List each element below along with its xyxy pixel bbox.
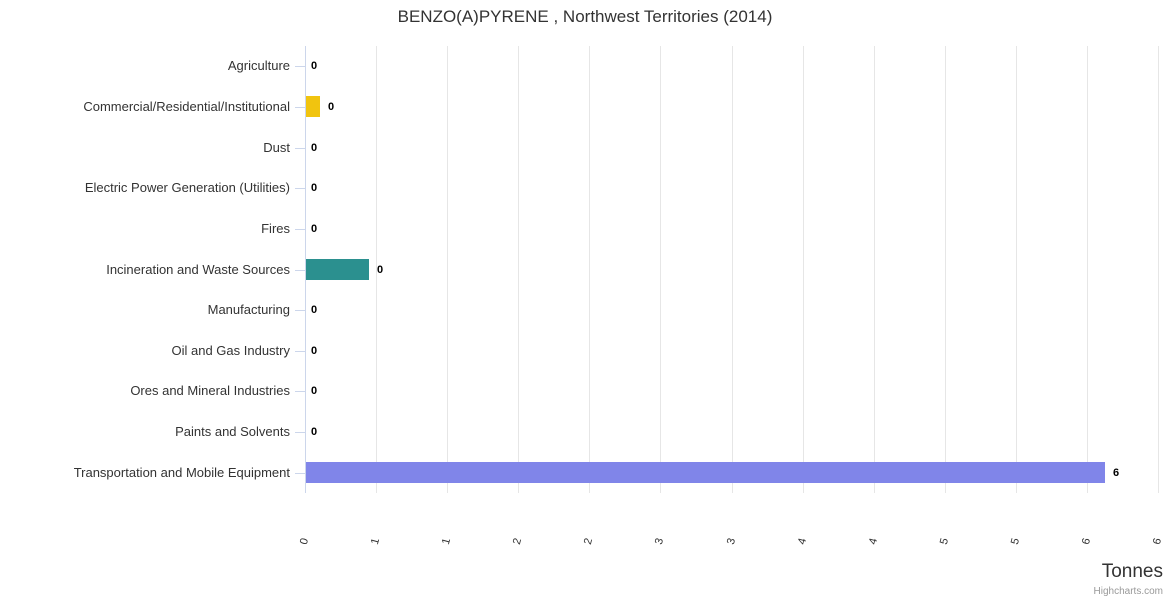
category-tick: [295, 270, 305, 271]
category-label: Manufacturing: [207, 302, 290, 318]
data-label: 0: [311, 426, 318, 439]
category-tick: [295, 473, 305, 474]
gridline: [1158, 46, 1159, 493]
x-tick-label: 6: [1079, 536, 1094, 546]
category-tick: [295, 310, 305, 311]
category-tick: [295, 351, 305, 352]
gridline: [518, 46, 520, 493]
y-axis-line: [305, 46, 306, 493]
category-tick: [295, 432, 305, 433]
highcharts-credit-link[interactable]: Highcharts.com: [1093, 586, 1163, 597]
x-tick-label: 6: [1150, 536, 1165, 546]
data-label: 0: [311, 141, 318, 154]
x-tick-label: 3: [653, 536, 667, 546]
data-label: 0: [377, 263, 384, 276]
category-label: Incineration and Waste Sources: [106, 261, 290, 277]
category-label: Electric Power Generation (Utilities): [84, 180, 290, 196]
x-tick-label: 1: [369, 536, 383, 546]
category-tick: [295, 148, 305, 149]
gridline: [731, 46, 733, 493]
data-label: 0: [311, 385, 318, 398]
x-tick-label: 2: [511, 536, 525, 546]
chart-title: BENZO(A)PYRENE , Northwest Territories (…: [397, 7, 773, 26]
gridline: [447, 46, 449, 493]
gridline: [376, 46, 378, 493]
category-label: Fires: [261, 220, 290, 236]
bar[interactable]: [306, 259, 369, 280]
gridline: [660, 46, 662, 493]
x-tick-label: 5: [1008, 536, 1022, 546]
x-tick-label: 2: [582, 536, 596, 546]
data-label: 0: [311, 60, 318, 73]
category-tick: [295, 391, 305, 392]
data-label: 0: [311, 182, 318, 195]
data-label: 0: [311, 344, 318, 357]
category-label: Agriculture: [227, 58, 290, 74]
gridline: [873, 46, 875, 493]
category-label: Commercial/Residential/Institutional: [83, 98, 290, 114]
gridline: [589, 46, 591, 493]
category-tick: [295, 229, 305, 230]
x-tick-label: 3: [724, 536, 738, 546]
data-label: 0: [311, 222, 318, 235]
category-label: Oil and Gas Industry: [171, 342, 291, 358]
bar[interactable]: [306, 462, 1105, 484]
gridline: [1015, 46, 1017, 493]
bar[interactable]: [306, 96, 320, 118]
gridline: [1086, 46, 1088, 493]
gridline: [944, 46, 946, 493]
category-tick: [295, 66, 305, 67]
data-label: 0: [328, 100, 335, 113]
x-tick-label: 4: [866, 536, 880, 546]
category-label: Paints and Solvents: [175, 424, 290, 440]
category-label: Dust: [263, 139, 290, 155]
x-axis-title: Tonnes: [1101, 561, 1163, 582]
x-tick-label: 5: [937, 536, 951, 546]
x-tick-label: 1: [440, 536, 454, 546]
category-tick: [295, 188, 305, 189]
category-label: Transportation and Mobile Equipment: [73, 464, 290, 480]
data-label: 6: [1113, 466, 1120, 479]
x-tick-label: 0: [297, 536, 312, 546]
gridline: [802, 46, 804, 493]
data-label: 0: [311, 304, 318, 317]
category-tick: [295, 107, 305, 108]
category-label: Ores and Mineral Industries: [130, 383, 290, 399]
x-tick-label: 4: [795, 536, 809, 546]
